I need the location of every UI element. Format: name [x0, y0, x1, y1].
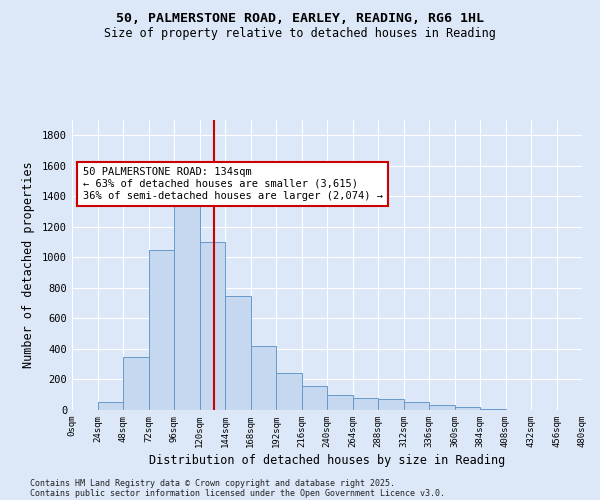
Y-axis label: Number of detached properties: Number of detached properties	[22, 162, 35, 368]
Bar	[404, 402, 429, 410]
Bar	[480, 409, 505, 410]
Bar	[97, 402, 123, 410]
Text: Size of property relative to detached houses in Reading: Size of property relative to detached ho…	[104, 28, 496, 40]
Bar	[327, 394, 353, 410]
Bar	[149, 250, 174, 410]
Bar	[378, 400, 404, 410]
Text: Contains HM Land Registry data © Crown copyright and database right 2025.: Contains HM Land Registry data © Crown c…	[30, 478, 395, 488]
Bar	[251, 346, 276, 410]
Bar	[276, 374, 302, 410]
X-axis label: Distribution of detached houses by size in Reading: Distribution of detached houses by size …	[149, 454, 505, 467]
Bar	[353, 398, 378, 410]
Bar	[302, 386, 327, 410]
Text: 50, PALMERSTONE ROAD, EARLEY, READING, RG6 1HL: 50, PALMERSTONE ROAD, EARLEY, READING, R…	[116, 12, 484, 26]
Bar	[123, 356, 149, 410]
Bar	[429, 406, 455, 410]
Text: Contains public sector information licensed under the Open Government Licence v3: Contains public sector information licen…	[30, 488, 445, 498]
Bar	[174, 188, 199, 410]
Bar	[225, 296, 251, 410]
Bar	[455, 407, 480, 410]
Text: 50 PALMERSTONE ROAD: 134sqm
← 63% of detached houses are smaller (3,615)
36% of : 50 PALMERSTONE ROAD: 134sqm ← 63% of det…	[83, 168, 383, 200]
Bar	[199, 242, 225, 410]
